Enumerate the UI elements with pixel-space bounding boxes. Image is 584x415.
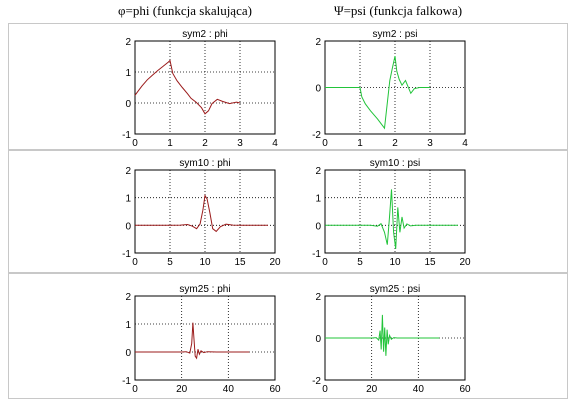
x-tick-label: 2 (392, 138, 398, 149)
x-tick-label: 0 (322, 384, 328, 395)
chart-title: sym25 : psi (370, 284, 421, 295)
y-tick-label: 2 (125, 37, 131, 48)
x-tick-label: 5 (167, 257, 173, 268)
sym2-figure-panel: 0 1 2 3 4 -1 0 1 2 sym2 : phi 0 1 2 3 4 -2 0 2 sym2 : psi (8, 23, 568, 150)
chart-title: sym10 : phi (179, 158, 230, 169)
x-tick-label: 1 (357, 138, 363, 149)
psi-column-title: Ψ=psi (funkcja falkowa) (334, 3, 463, 18)
x-tick-label: 20 (176, 384, 188, 395)
x-tick-label: 60 (269, 384, 281, 395)
x-tick-label: 10 (389, 257, 401, 268)
x-tick-label: 15 (234, 257, 246, 268)
x-tick-label: 10 (199, 257, 211, 268)
x-tick-label: 60 (459, 384, 471, 395)
series-line (325, 189, 458, 249)
x-tick-label: 40 (413, 384, 425, 395)
series-line (135, 194, 268, 233)
x-tick-label: 40 (223, 384, 235, 395)
series-line (325, 314, 440, 356)
x-tick-label: 0 (322, 138, 328, 149)
x-tick-label: 1 (167, 138, 173, 149)
series-line (135, 322, 250, 360)
x-tick-label: 0 (132, 138, 138, 149)
y-tick-label: -1 (122, 249, 131, 260)
sym10-figure-panel: 0 5 10 15 20 -1 0 1 2 sym10 : phi 0 5 10 15 20 -1 0 1 2 sy… (8, 150, 568, 273)
y-tick-label: -1 (122, 130, 131, 141)
x-tick-label: 0 (132, 257, 138, 268)
plot-area (134, 295, 276, 381)
chart-title: sym10 : psi (370, 158, 421, 169)
y-tick-label: 1 (125, 68, 131, 79)
x-tick-label: 15 (424, 257, 436, 268)
y-tick-label: -1 (312, 249, 321, 260)
phi-column-title: φ=phi (funkcja skalująca) (118, 3, 252, 18)
y-tick-label: 2 (125, 292, 131, 303)
y-tick-label: 1 (125, 320, 131, 331)
y-tick-label: 2 (315, 37, 321, 48)
y-tick-label: -1 (122, 376, 131, 387)
y-tick-label: -2 (312, 130, 321, 141)
x-tick-label: 0 (322, 257, 328, 268)
y-tick-label: 0 (315, 334, 321, 345)
y-tick-label: -2 (312, 376, 321, 387)
chart-title: sym25 : phi (179, 284, 230, 295)
y-tick-label: 2 (315, 292, 321, 303)
y-tick-label: 0 (125, 221, 131, 232)
x-tick-label: 5 (357, 257, 363, 268)
y-tick-label: 0 (315, 84, 321, 95)
y-tick-label: 1 (125, 194, 131, 205)
y-tick-label: 0 (315, 221, 321, 232)
x-tick-label: 20 (269, 257, 281, 268)
x-tick-label: 3 (427, 138, 433, 149)
x-tick-label: 3 (237, 138, 243, 149)
x-tick-label: 20 (366, 384, 378, 395)
x-tick-label: 2 (202, 138, 208, 149)
y-tick-label: 0 (125, 99, 131, 110)
series-line (325, 55, 430, 130)
series-line (134, 59, 241, 115)
sym25-figure-panel: 0 20 40 60 -1 0 1 2 sym25 : phi 0 20 40 60 -2 0 2 sym25… (8, 273, 568, 399)
chart-title: sym2 : phi (182, 29, 228, 40)
chart-title: sym2 : psi (372, 29, 417, 40)
x-tick-label: 0 (132, 384, 138, 395)
y-tick-label: 2 (125, 166, 131, 177)
x-tick-label: 4 (272, 138, 278, 149)
x-tick-label: 4 (462, 138, 468, 149)
x-tick-label: 20 (459, 257, 471, 268)
y-tick-label: 1 (315, 194, 321, 205)
y-tick-label: 2 (315, 166, 321, 177)
y-tick-label: 0 (125, 348, 131, 359)
